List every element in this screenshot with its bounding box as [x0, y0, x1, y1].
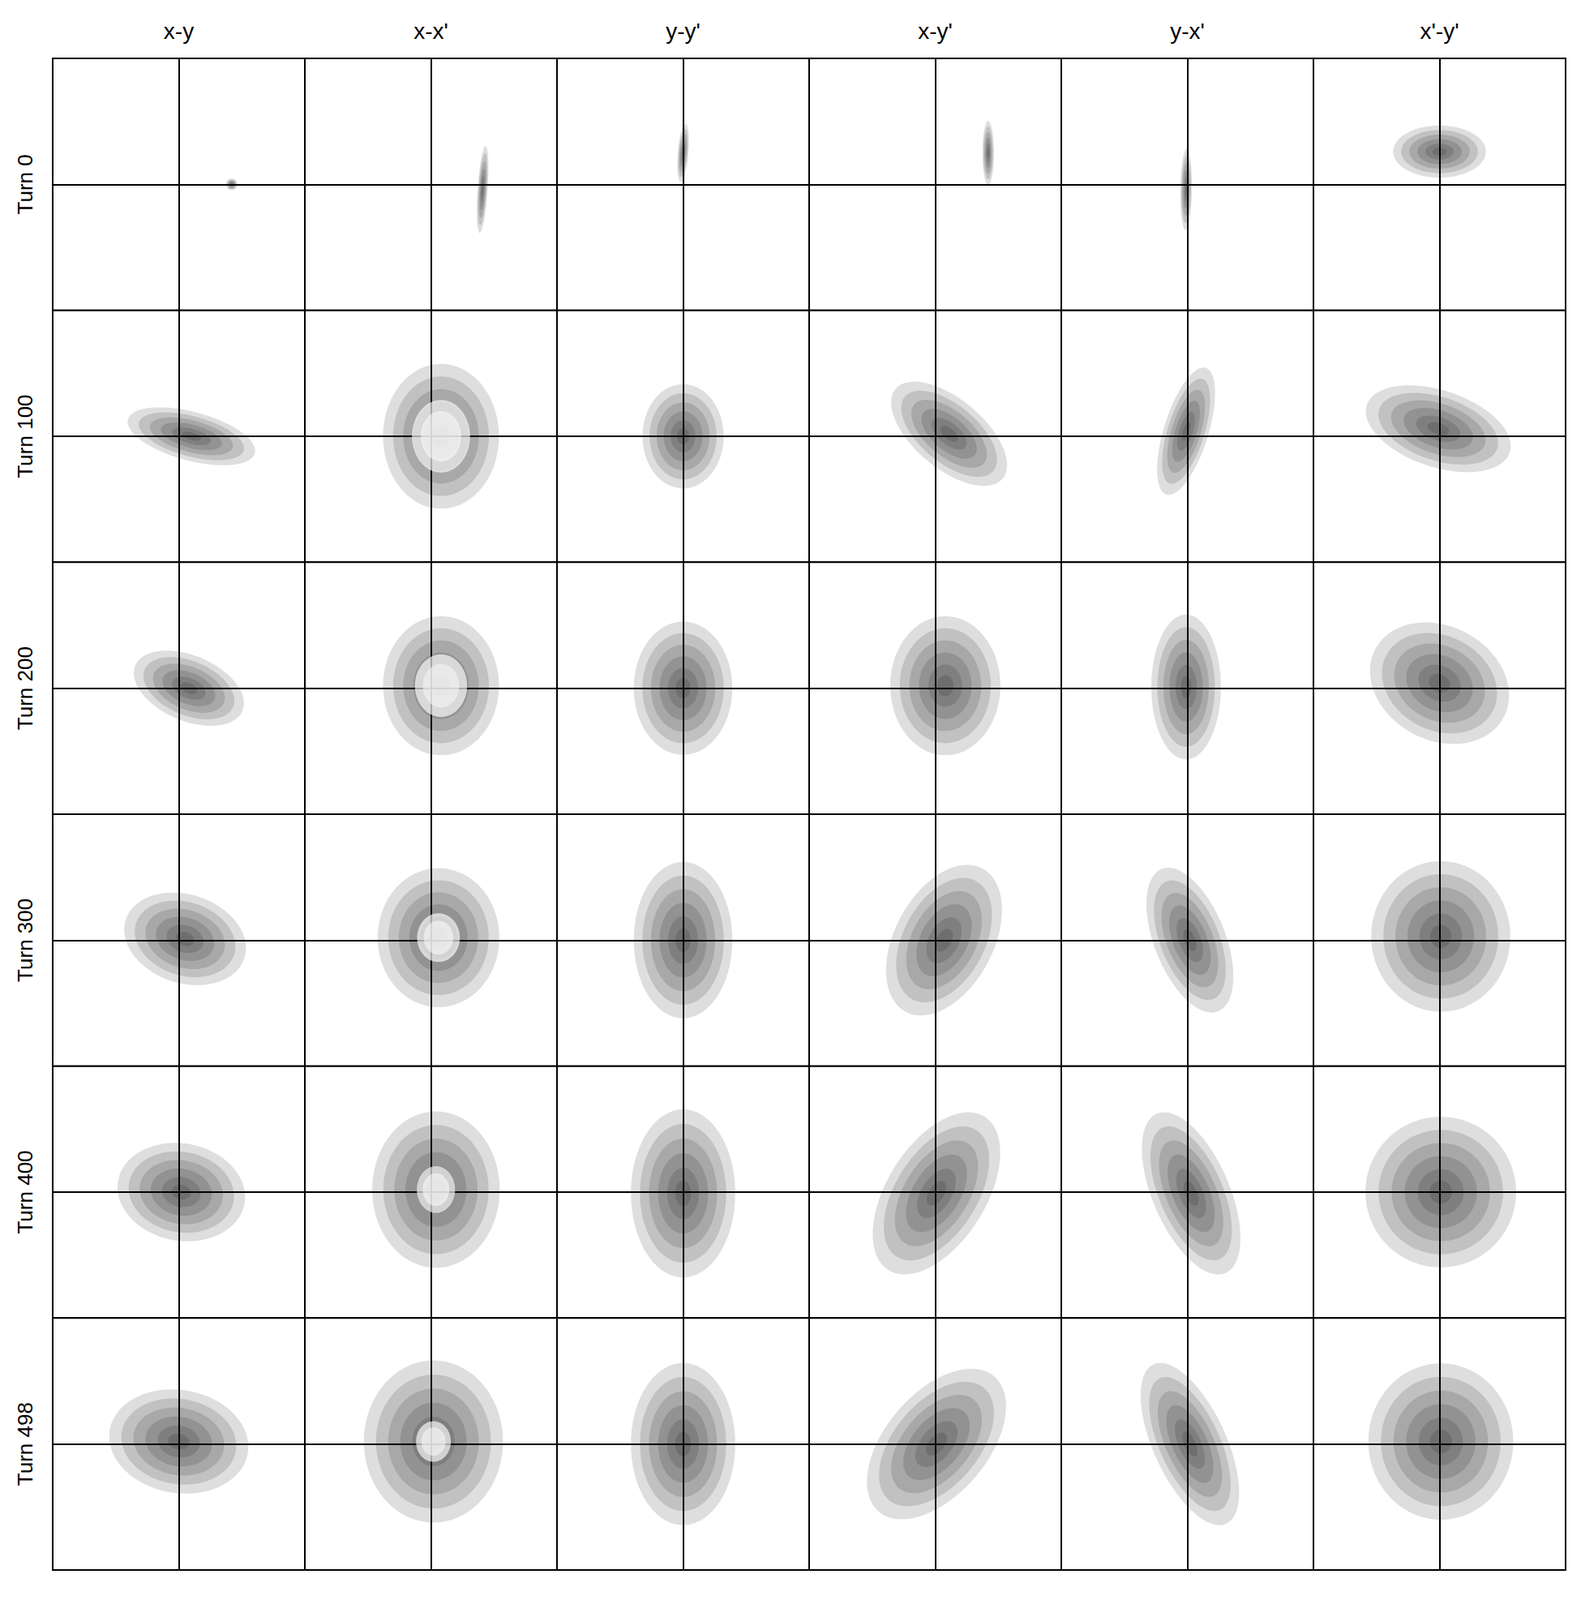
svg-text:y-y': y-y' — [665, 18, 701, 44]
svg-text:Turn 100: Turn 100 — [12, 394, 38, 478]
svg-text:x-x': x-x' — [413, 18, 449, 44]
svg-text:x-y: x-y — [163, 18, 194, 44]
svg-text:Turn 300: Turn 300 — [12, 898, 38, 982]
svg-text:Turn 498: Turn 498 — [12, 1401, 38, 1486]
svg-text:y-x': y-x' — [1169, 18, 1205, 44]
svg-text:x-y': x-y' — [917, 18, 953, 44]
svg-text:x'-y': x'-y' — [1419, 18, 1459, 44]
svg-text:Turn 0: Turn 0 — [12, 154, 38, 215]
svg-text:Turn 400: Turn 400 — [12, 1149, 38, 1234]
svg-text:Turn 200: Turn 200 — [12, 646, 38, 730]
